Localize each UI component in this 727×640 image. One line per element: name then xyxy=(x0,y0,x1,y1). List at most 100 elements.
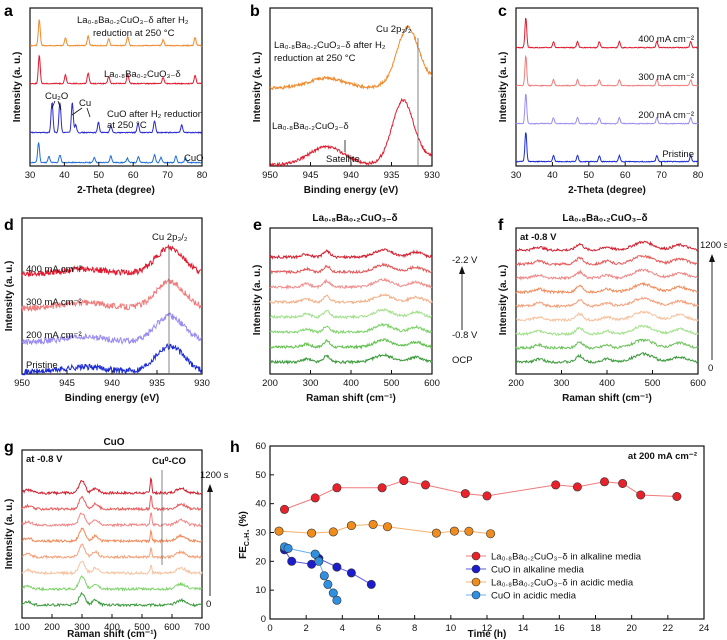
panel-g-x-ticks: 100 200 300 400 500 600 700 xyxy=(14,614,210,633)
panel-a-x-ticks: 30 40 50 60 70 80 xyxy=(25,162,207,181)
label-c-200: 200 mA cm⁻² xyxy=(638,110,694,121)
panel-e-xlabel: Raman shift (cm⁻¹) xyxy=(306,393,396,404)
panel-h-ylabel-unit: (%) xyxy=(238,511,249,529)
xrd-c-curve-3 xyxy=(515,17,699,49)
panel-c: c 30 40 50 60 70 80 2-Theta (degree) Intensit… xyxy=(498,3,703,196)
xrd-c-curve-2 xyxy=(515,54,699,87)
fe-data-point xyxy=(283,543,293,553)
raman-curve-3 xyxy=(21,543,203,560)
panel-b-curves xyxy=(269,24,433,168)
raman-curve-6 xyxy=(21,494,203,512)
panel-f-curves xyxy=(515,240,699,365)
x-tick-label: 935 xyxy=(384,170,400,181)
raman-curve-2 xyxy=(21,560,203,576)
label-b-reduced: La₀.₈Ba₀.₂CuO₃₋δ after H₂ xyxy=(274,40,386,51)
label-g-top: 1200 s xyxy=(200,470,229,481)
fe-data-point xyxy=(464,526,474,536)
raman-curve-1 xyxy=(269,337,433,350)
panel-label-c: c xyxy=(498,3,507,20)
x-tick-label: 950 xyxy=(14,378,30,389)
panel-e: e La₀.₈Ba₀.₂CuO₃₋δ 200 300 400 500 600 Raman… xyxy=(252,213,478,404)
fe-data-point xyxy=(310,549,320,559)
x-tick-label: 6 xyxy=(376,623,381,634)
x-tick-label: 50 xyxy=(584,170,595,181)
label-g-bottom: 0 xyxy=(206,599,211,610)
panel-label-f: f xyxy=(498,217,504,234)
raman-curve-3 xyxy=(270,308,432,320)
panel-b: b 950 945 940 935 930 Binding energy (eV) In… xyxy=(250,3,440,196)
panel-g-frame xyxy=(21,449,203,619)
label-d-300: 300 mA cm⁻² xyxy=(26,297,82,308)
x-tick-label: 200 xyxy=(262,378,278,389)
x-tick-label: 300 xyxy=(554,378,570,389)
fe-data-point xyxy=(368,519,378,529)
x-tick-label: 935 xyxy=(149,378,165,389)
x-tick-label: 200 xyxy=(44,622,60,633)
label-a-cuo: CuO xyxy=(184,153,204,164)
x-tick-label: 30 xyxy=(25,170,36,181)
fe-data-point xyxy=(319,571,329,581)
panel-d-x-ticks: 950 945 940 935 930 xyxy=(14,370,210,389)
y-tick-label: 30 xyxy=(255,528,266,539)
panel-label-g: g xyxy=(4,439,14,456)
fe-data-point xyxy=(307,528,317,538)
x-tick-label: 600 xyxy=(424,378,440,389)
fe-data-point xyxy=(314,556,324,566)
panel-e-ylabel: Intensity (a. u.) xyxy=(252,265,263,336)
panel-a: a 30 40 50 60 70 80 2-Theta (degree) Intensit… xyxy=(4,3,207,196)
label-c-pristine: Pristine xyxy=(662,149,694,160)
legend-marker xyxy=(471,551,481,561)
label-g-potential: at -0.8 V xyxy=(26,454,63,465)
panel-label-b: b xyxy=(250,3,260,20)
fe-data-point xyxy=(287,556,297,566)
x-tick-label: 70 xyxy=(656,170,667,181)
label-a-lbco-reduced: La₀.₈Ba₀.₂CuO₃₋δ after H₂ xyxy=(77,15,189,26)
label-c-400: 400 mA cm⁻² xyxy=(638,34,694,45)
fe-data-point xyxy=(366,579,376,589)
arrow-cu-2 xyxy=(86,107,91,118)
xrd-curve-1 xyxy=(29,101,203,134)
raman-curve-4 xyxy=(269,292,433,305)
label-a-cu: Cu xyxy=(79,98,91,109)
panel-f-xlabel: Raman shift (cm⁻¹) xyxy=(562,393,652,404)
panel-e-curves xyxy=(269,248,433,365)
panel-a-curves xyxy=(29,19,203,164)
x-tick-label: 0 xyxy=(267,623,272,634)
x-tick-label: 600 xyxy=(164,622,180,633)
raman-curve-2 xyxy=(515,324,699,337)
arrow-cu2o-1 xyxy=(51,100,56,109)
legend-label: CuO in acidic media xyxy=(491,591,577,602)
x-tick-label: 50 xyxy=(94,170,105,181)
x-tick-label: 500 xyxy=(134,622,150,633)
x-tick-label: 940 xyxy=(104,378,120,389)
fe-series-line-0 xyxy=(284,480,677,510)
raman-curve-2 xyxy=(269,322,433,335)
x-tick-label: 945 xyxy=(303,170,319,181)
label-a-cu2o: Cu₂O xyxy=(45,91,68,102)
raman-curve-4 xyxy=(21,527,203,544)
x-tick-label: 600 xyxy=(690,378,706,389)
arrow-cu-1 xyxy=(71,107,83,116)
label-f-top: 1200 s xyxy=(700,240,727,251)
x-tick-label: 14 xyxy=(518,623,529,634)
fe-data-point xyxy=(449,526,459,536)
fe-data-point xyxy=(420,480,430,490)
fe-data-point xyxy=(486,529,496,539)
fe-data-point xyxy=(672,491,682,501)
xps-curve-0 xyxy=(269,24,433,91)
fe-series-line-2 xyxy=(278,523,491,535)
fe-data-point xyxy=(323,579,333,589)
y-tick-label: 40 xyxy=(255,499,266,510)
label-e-mid: -0.8 V xyxy=(452,330,478,341)
panel-b-ylabel: Intensity (a. u.) xyxy=(252,52,263,123)
x-tick-label: 8 xyxy=(412,623,417,634)
panel-h-ylabel-main: FE xyxy=(238,546,249,559)
arrow-g-head xyxy=(207,484,213,492)
label-a-lbco-reduced-2: reduction at 250 °C xyxy=(93,28,175,39)
panel-f-title: La₀.₈Ba₀.₂CuO₃₋δ xyxy=(562,213,647,224)
panel-c-xlabel: 2-Theta (degree) xyxy=(568,185,646,196)
label-f-potential: at -0.8 V xyxy=(520,232,557,243)
fe-data-point xyxy=(431,528,441,538)
arrow-cu2o-2 xyxy=(57,100,62,111)
raman-curve-7 xyxy=(515,254,699,267)
